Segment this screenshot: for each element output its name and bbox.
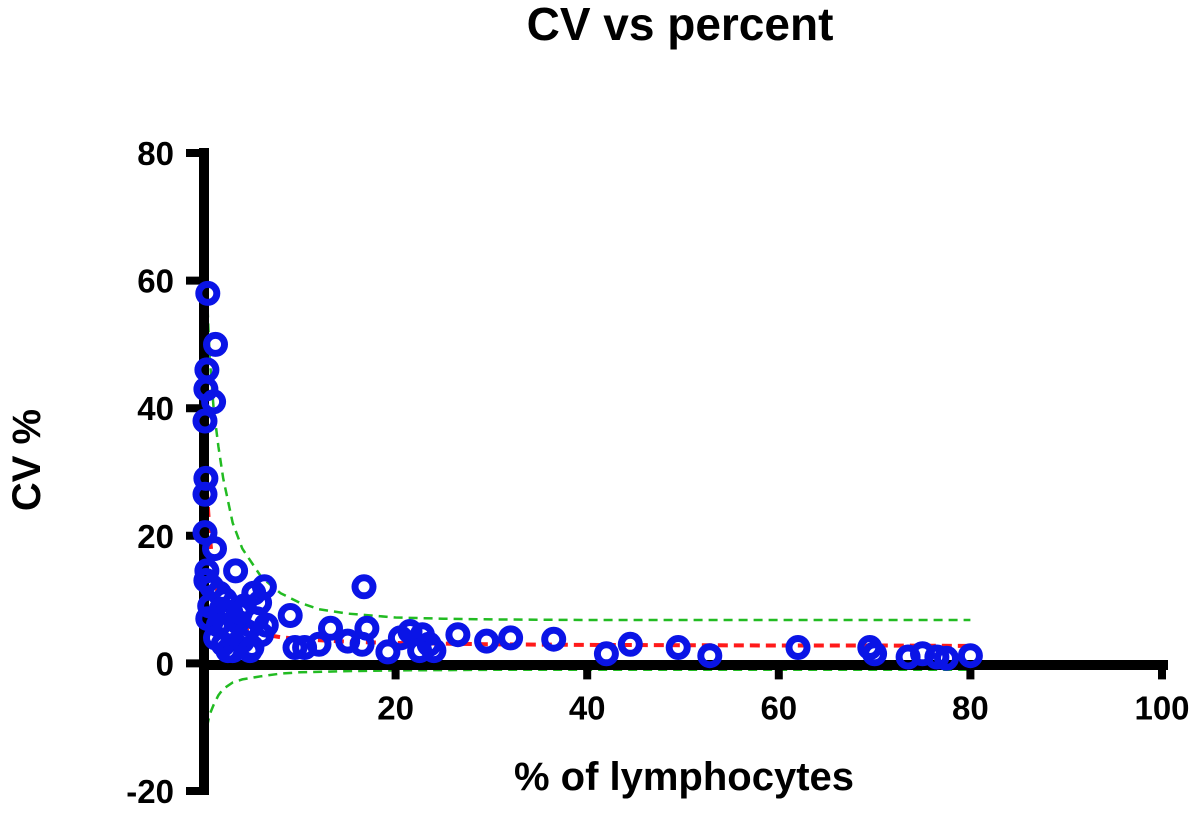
data-point bbox=[277, 603, 303, 628]
x-tick-label: 40 bbox=[569, 689, 606, 726]
data-point bbox=[474, 628, 500, 654]
data-point bbox=[318, 615, 343, 641]
data-point bbox=[957, 643, 983, 669]
data-point bbox=[203, 625, 228, 651]
y-tick-label: -20 bbox=[126, 773, 174, 810]
data-point bbox=[375, 639, 401, 665]
data-point bbox=[697, 643, 723, 669]
data-point bbox=[215, 638, 241, 664]
data-point bbox=[247, 590, 273, 616]
y-tick-label: 80 bbox=[137, 135, 174, 172]
chart-title: CV vs percent bbox=[527, 0, 834, 50]
data-point bbox=[445, 622, 471, 648]
y-tick-label: 0 bbox=[156, 645, 174, 682]
data-point bbox=[397, 619, 423, 644]
data-point bbox=[237, 638, 263, 664]
data-point bbox=[282, 635, 308, 660]
data-point bbox=[593, 641, 619, 667]
axes bbox=[199, 148, 1168, 795]
x-axis-label: % of lymphocytes bbox=[514, 755, 854, 799]
data-point bbox=[541, 626, 567, 652]
data-point bbox=[351, 574, 377, 600]
data-point bbox=[253, 612, 279, 638]
data-point bbox=[665, 635, 691, 660]
data-point bbox=[421, 638, 447, 664]
data-point bbox=[227, 599, 253, 625]
data-point bbox=[617, 631, 643, 657]
y-tick-label: 40 bbox=[137, 390, 174, 427]
data-point bbox=[203, 331, 228, 357]
data-point bbox=[498, 625, 524, 651]
data-point bbox=[862, 641, 888, 667]
data-points bbox=[192, 280, 983, 671]
data-point bbox=[306, 631, 332, 657]
x-tick-label: 100 bbox=[1134, 689, 1189, 726]
data-point bbox=[785, 635, 811, 660]
upper-band-line bbox=[205, 293, 971, 622]
data-point bbox=[192, 408, 218, 434]
y-tick-label: 60 bbox=[137, 263, 174, 300]
y-axis-label: CV % bbox=[5, 409, 49, 511]
data-point bbox=[354, 615, 380, 641]
x-tick-label: 60 bbox=[760, 689, 797, 726]
data-point bbox=[201, 389, 227, 415]
data-point bbox=[192, 481, 218, 507]
data-point bbox=[223, 558, 249, 584]
data-point bbox=[202, 536, 227, 562]
x-tick-label: 80 bbox=[952, 689, 989, 726]
tick-marks: 20 40 60 80 100 -20 0 20 40 60 80 bbox=[126, 135, 1189, 810]
data-point bbox=[934, 645, 959, 671]
data-point bbox=[197, 593, 223, 619]
x-tick-label: 20 bbox=[377, 689, 414, 726]
y-tick-label: 20 bbox=[137, 518, 174, 555]
data-point bbox=[195, 280, 221, 306]
